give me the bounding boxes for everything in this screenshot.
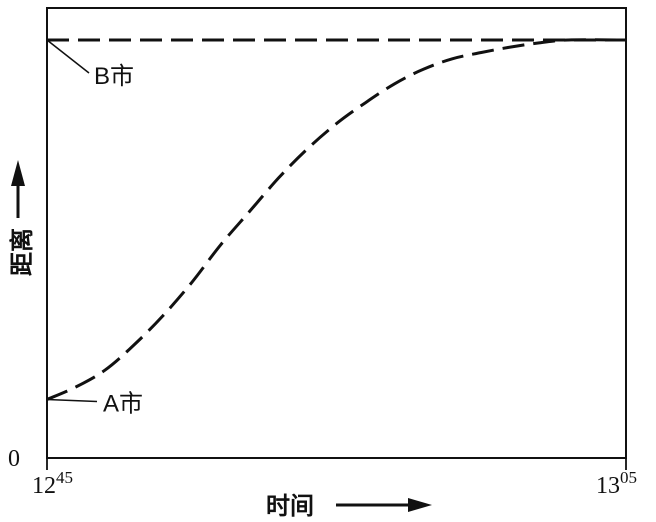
x-tick-label-end: 1305 [596,468,637,499]
x-axis-arrow [336,498,432,512]
x-axis-label: 时间 [266,493,314,520]
city-a-leader-line [46,398,98,403]
city-a-label: A市 [103,390,143,417]
y-axis-arrow [11,160,25,218]
plot-frame [46,7,627,459]
distance-curve [46,38,627,401]
y-axis-label: 距离 [8,228,36,276]
annotation-layer: A市 B市 [46,39,143,417]
x-tick-label-start: 1245 [32,468,73,499]
y-tick-label-0: 0 [8,446,20,472]
city-b-leader-line [46,39,90,74]
series-layer [46,38,627,401]
city-b-label: B市 [94,63,134,90]
